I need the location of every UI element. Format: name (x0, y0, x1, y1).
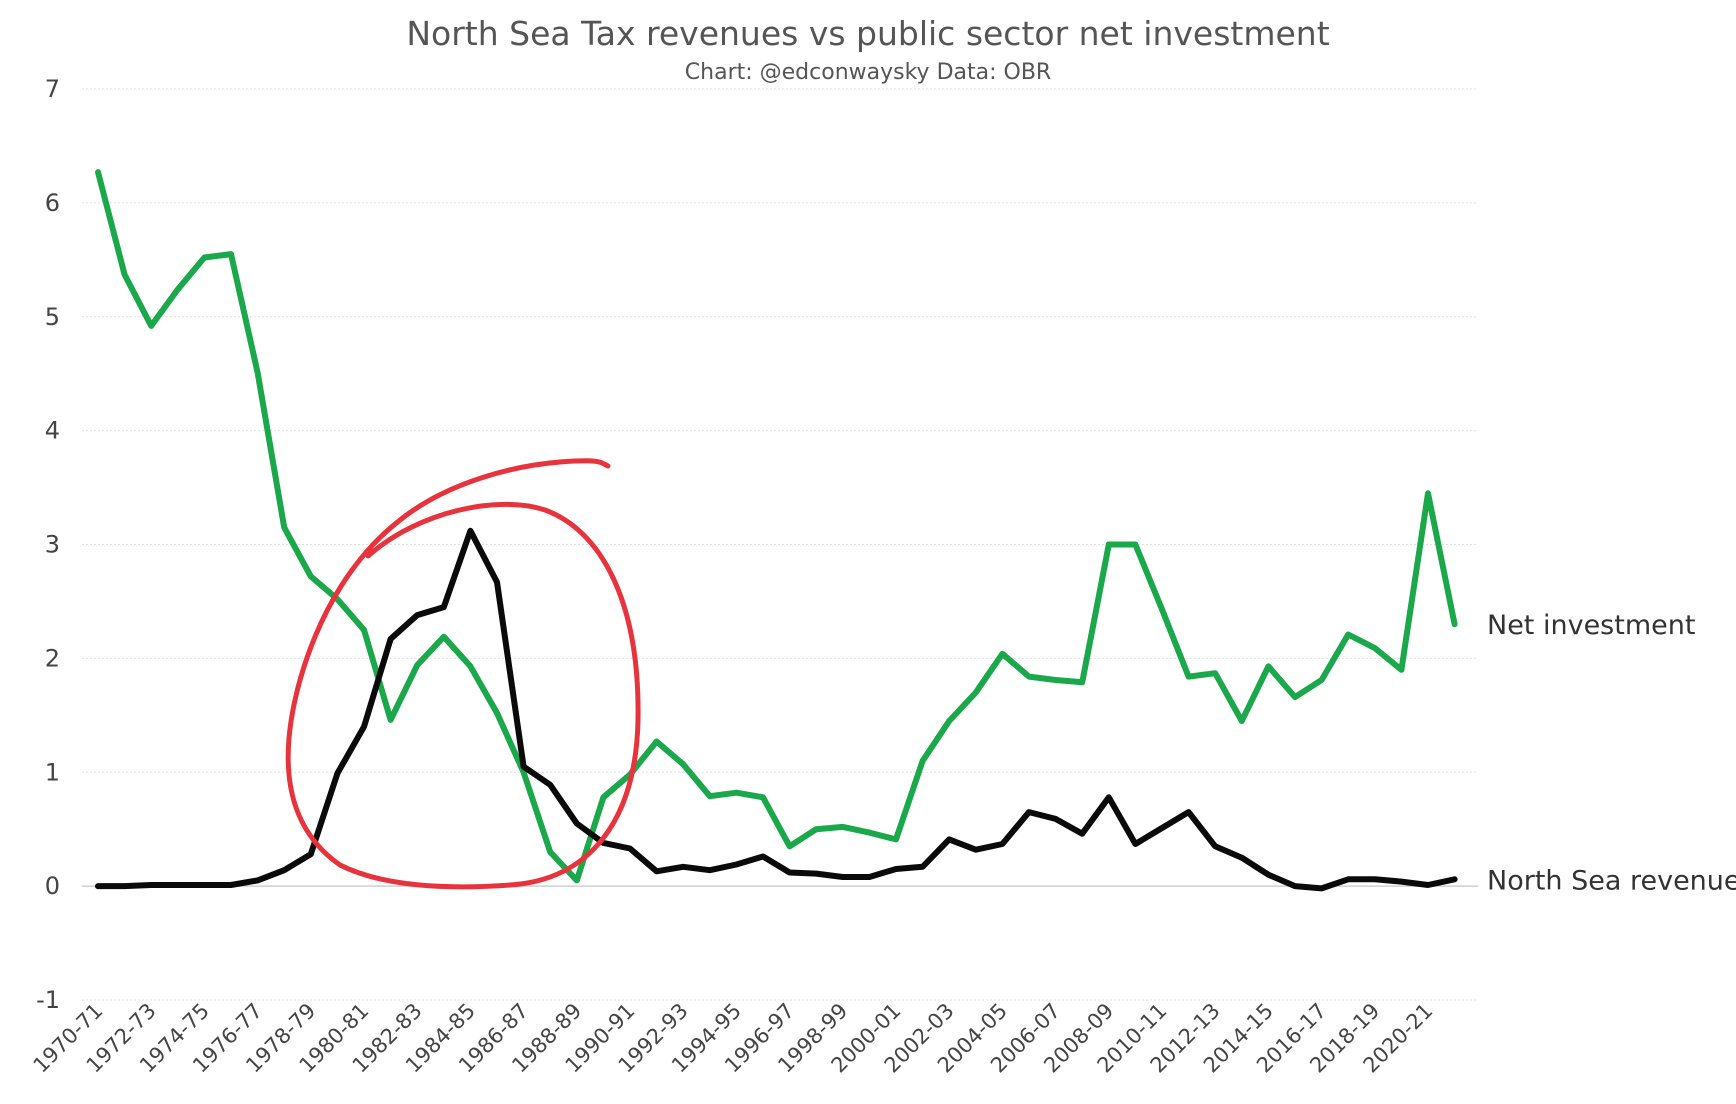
y-tick-label: 0 (45, 872, 60, 900)
series-line-net-investment (95, 169, 1458, 884)
y-axis: -1 0 1 2 3 4 5 6 7 (36, 75, 60, 1014)
y-tick-label: 4 (45, 417, 60, 445)
annotation-circle (285, 458, 641, 890)
y-tick-label: 5 (45, 303, 60, 331)
series-label: North Sea revenues (1487, 865, 1736, 896)
y-tick-label: 2 (45, 644, 60, 672)
series-labels: Net investment North Sea revenues (1487, 610, 1736, 896)
y-tick-label: 3 (45, 531, 60, 559)
x-axis: 1970-711972-731974-751976-771978-791980-… (29, 999, 1438, 1078)
y-tick-label: 7 (45, 75, 60, 103)
series-line-north-sea-revenues (95, 527, 1458, 892)
y-tick-label: -1 (36, 986, 60, 1014)
y-tick-label: 1 (45, 758, 60, 786)
gridlines (82, 88, 1478, 1001)
series-lines (95, 169, 1458, 892)
series-label: Net investment (1487, 610, 1695, 641)
chart-subtitle: Chart: @edconwaysky Data: OBR (685, 60, 1051, 85)
y-tick-label: 6 (45, 189, 60, 217)
chart-title: North Sea Tax revenues vs public sector … (406, 14, 1329, 53)
